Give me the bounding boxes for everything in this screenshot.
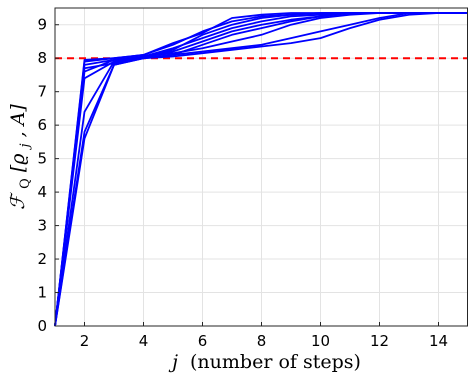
- y-tick-label: 9: [37, 16, 47, 34]
- grid: [55, 8, 468, 327]
- x-tick-label: 10: [311, 332, 330, 350]
- y-axis-arguments: [ϱ: [7, 153, 29, 172]
- svg-text:ℱ Q [ϱ: ℱ Q [ϱ j , A]: [7, 104, 34, 210]
- y-axis-symbol-subscript: Q: [18, 178, 33, 189]
- y-axis-arguments-tail: , A]: [7, 104, 29, 138]
- y-tick-label: 7: [37, 83, 47, 101]
- y-axis-arguments-subscript: j: [18, 143, 33, 150]
- y-tick-label: 0: [37, 317, 47, 335]
- y-tick-label: 8: [37, 49, 47, 67]
- x-tick-label: 2: [80, 332, 90, 350]
- y-tick-label: 2: [37, 250, 47, 268]
- x-tick-label: 12: [370, 332, 389, 350]
- y-axis-symbol: ℱ: [7, 192, 29, 210]
- y-tick-label: 3: [37, 217, 47, 235]
- x-tick-label: 8: [257, 332, 267, 350]
- x-tick-label: 6: [198, 332, 208, 350]
- y-tick-label: 1: [37, 284, 47, 302]
- series-line-2: [54, 12, 468, 327]
- x-tick-label: 14: [429, 332, 448, 350]
- y-tick-label: 5: [37, 150, 47, 168]
- x-axis-description: (number of steps): [190, 351, 361, 373]
- y-tick-label: 6: [37, 116, 47, 134]
- x-axis-variable: j: [168, 351, 178, 373]
- series-line-9: [54, 12, 468, 327]
- y-tick-label: 4: [37, 183, 47, 201]
- y-axis-label: ℱ Q [ϱ j , A]: [7, 104, 34, 210]
- x-axis-label: j (number of steps): [168, 351, 361, 373]
- series-layer: [54, 12, 468, 327]
- x-tick-label: 4: [139, 332, 149, 350]
